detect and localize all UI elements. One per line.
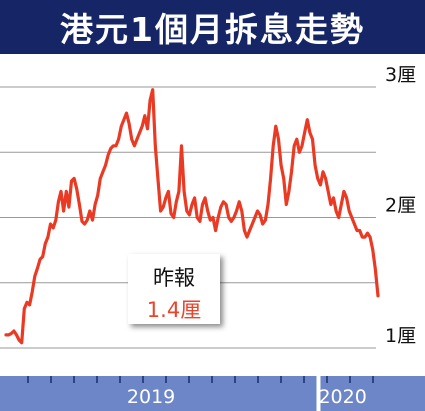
- callout-value: 1.4厘: [146, 298, 202, 322]
- x-axis-label: 2020: [318, 386, 366, 408]
- rate-line-chart: 1厘 2厘 3厘 2019 2020: [0, 64, 425, 411]
- latest-rate-callout: 昨報 1.4厘: [128, 254, 220, 324]
- callout-label: 昨報: [153, 266, 195, 290]
- chart-title-bar: 港元1個月拆息走勢: [0, 0, 425, 54]
- y-tick-label: 1厘: [385, 325, 416, 347]
- x-axis-label: 2019: [127, 386, 175, 408]
- chart-title: 港元1個月拆息走勢: [60, 10, 365, 49]
- y-tick-label: 3厘: [385, 64, 416, 86]
- y-tick-label: 2厘: [385, 195, 416, 217]
- rate-series-line: [4, 88, 380, 345]
